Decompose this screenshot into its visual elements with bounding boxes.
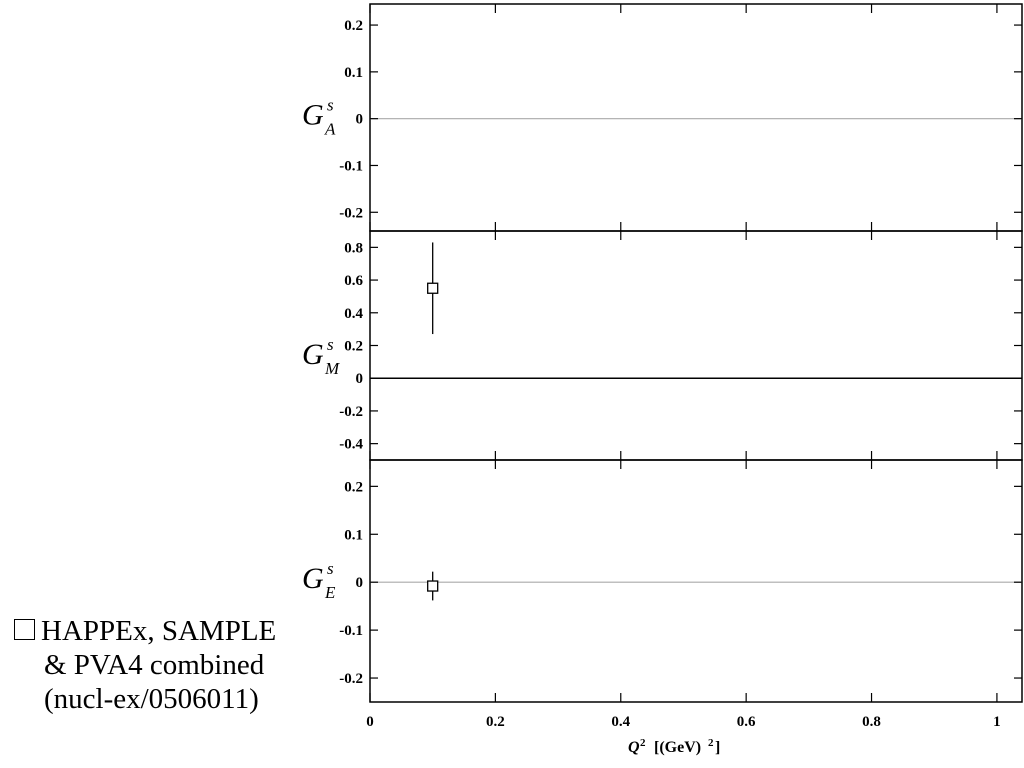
panel-2-y-tick-label: 0.6	[344, 273, 363, 289]
legend: HAPPEx, SAMPLE & PVA4 combined (nucl-ex/…	[14, 614, 334, 716]
xlabel-unit-close: ]	[715, 739, 720, 756]
xlabel-unit: [(GeV)	[654, 739, 701, 756]
panel-2-frame	[369, 230, 1023, 461]
legend-line-2: & PVA4 combined	[44, 649, 265, 681]
panel-2-y-tick-label: -0.2	[339, 404, 363, 420]
legend-line-3: (nucl-ex/0506011)	[44, 683, 259, 715]
panel-1-y-tick-label: 0.2	[344, 18, 363, 34]
panel-3-y-tick-label: -0.1	[339, 623, 363, 639]
panel-3-ylabel-sup: s	[327, 559, 334, 578]
panel-3-y-tick-label: 0.2	[344, 479, 363, 495]
panel-3-ylabel-sub: E	[324, 583, 336, 602]
x-tick-label: 0.4	[611, 714, 630, 730]
x-tick-label: 0.8	[862, 714, 881, 730]
panel-1-y-tick-label: 0	[356, 112, 364, 128]
panel-2-ylabel-sub: M	[324, 359, 340, 378]
panel-1-y-tick-label: 0.1	[344, 65, 363, 81]
panel-3-ylabel-base: G	[302, 562, 324, 595]
panel-3-y-tick-label: 0	[356, 575, 364, 591]
x-tick-label: 0.2	[486, 714, 505, 730]
xlabel-var: Q	[628, 739, 640, 756]
legend-line-1: HAPPEx, SAMPLE	[14, 614, 334, 648]
x-tick-label: 0	[366, 714, 374, 730]
panel-1-y-tick-label: -0.2	[339, 205, 363, 221]
panel-3-frame	[369, 459, 1023, 703]
open-square-marker-icon	[14, 619, 35, 640]
panel-1-y-tick-label: -0.1	[339, 158, 363, 174]
panel-3-y-tick-label: 0.1	[344, 527, 363, 543]
panel-2-data-point	[427, 282, 439, 294]
panel-2-ylabel-base: G	[302, 338, 324, 371]
panel-2-ylabel-sup: s	[327, 335, 334, 354]
panel-3-data-point	[427, 580, 439, 592]
x-tick-label: 1	[993, 714, 1001, 730]
xlabel-sup: 2	[640, 737, 646, 749]
panel-2-y-tick-label: 0	[356, 371, 364, 387]
legend-text-1: HAPPEx, SAMPLE	[41, 615, 277, 647]
panel-1-ylabel-sup: s	[327, 96, 334, 115]
panel-3-y-tick-label: -0.2	[339, 671, 363, 687]
panel-2-y-tick-label: 0.8	[344, 240, 363, 256]
panel-1-ylabel-sub: A	[324, 120, 336, 139]
xlabel-unit-sup: 2	[708, 737, 714, 749]
panel-1-frame	[369, 3, 1023, 232]
panel-1-ylabel-base: G	[302, 99, 324, 132]
panel-2-y-tick-label: 0.4	[344, 306, 363, 322]
x-tick-label: 0.6	[737, 714, 756, 730]
panel-2-y-tick-label: -0.4	[339, 437, 363, 453]
panel-2-y-tick-label: 0.2	[344, 339, 363, 355]
